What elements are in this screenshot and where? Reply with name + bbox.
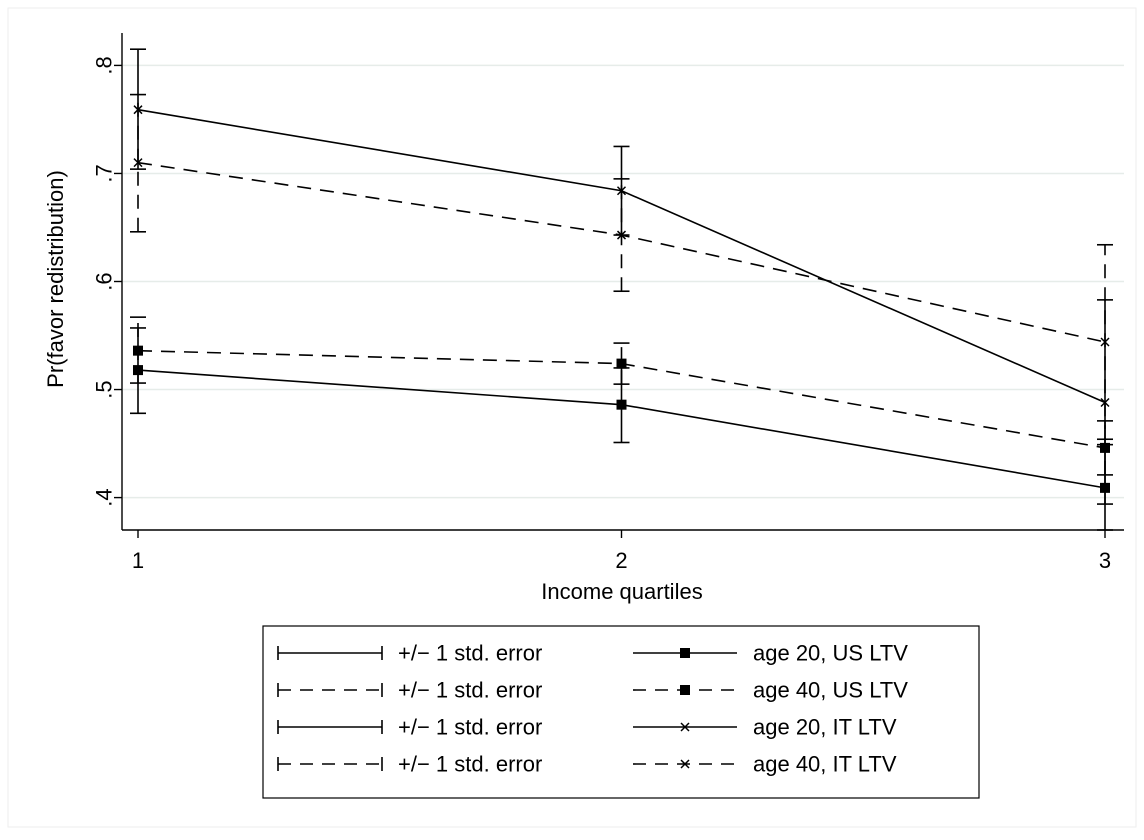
legend-marker-x [680, 722, 690, 732]
x-tick-label: 1 [132, 548, 144, 573]
legend-item: age 20, IT LTV [633, 715, 897, 740]
legend-item: age 20, US LTV [633, 641, 908, 666]
legend-label: +/− 1 std. error [398, 715, 542, 740]
data-point-x [616, 230, 627, 240]
legend-marker-square [680, 685, 690, 695]
legend-label: age 40, US LTV [753, 678, 908, 703]
error-bar [130, 93, 146, 233]
data-markers [133, 105, 1110, 493]
y-tick-label: .7 [92, 164, 117, 182]
data-point-x [133, 105, 143, 115]
axis-ticks: .4 .5 .6 .7 .8 1 2 3 [92, 56, 1112, 573]
error-bar [613, 342, 630, 385]
data-point-square [616, 399, 627, 410]
legend-label: age 20, US LTV [753, 641, 908, 666]
legend-label: +/− 1 std. error [398, 752, 542, 777]
legend-item: +/− 1 std. error [277, 752, 542, 777]
data-point-square [133, 345, 143, 356]
y-tick-label: .8 [92, 56, 117, 74]
legend-label: +/− 1 std. error [398, 641, 542, 666]
legend-item: +/− 1 std. error [277, 641, 542, 666]
data-point-square [1100, 482, 1110, 493]
y-axis-label: Pr(favor redistribution) [43, 170, 68, 388]
y-tick-label: .4 [92, 488, 117, 506]
legend: +/− 1 std. error age 20, US LTV +/− 1 std.… [262, 625, 980, 799]
legend-label: age 40, IT LTV [753, 752, 897, 777]
legend-label: age 20, IT LTV [753, 715, 897, 740]
x-axis-label: Income quartiles [541, 579, 702, 604]
data-point-x [1100, 337, 1110, 347]
legend-item: +/− 1 std. error [277, 715, 542, 740]
data-point-x [1100, 397, 1110, 408]
x-tick-label: 2 [615, 548, 627, 573]
legend-label: +/− 1 std. error [398, 678, 542, 703]
y-tick-label: .5 [92, 380, 117, 398]
data-point-square [133, 365, 143, 376]
y-tick-label: .6 [92, 272, 117, 290]
data-point-square [616, 358, 627, 369]
x-tick-label: 3 [1099, 548, 1111, 573]
legend-item: age 40, IT LTV [633, 752, 897, 777]
legend-item: age 40, US LTV [633, 678, 908, 703]
legend-marker-x [680, 759, 690, 769]
grid-lines [123, 64, 1124, 499]
legend-marker-square [680, 648, 690, 658]
data-point-x [616, 186, 627, 196]
data-point-square [1100, 442, 1110, 453]
data-point-x [133, 158, 143, 168]
legend-item: +/− 1 std. error [277, 678, 542, 703]
